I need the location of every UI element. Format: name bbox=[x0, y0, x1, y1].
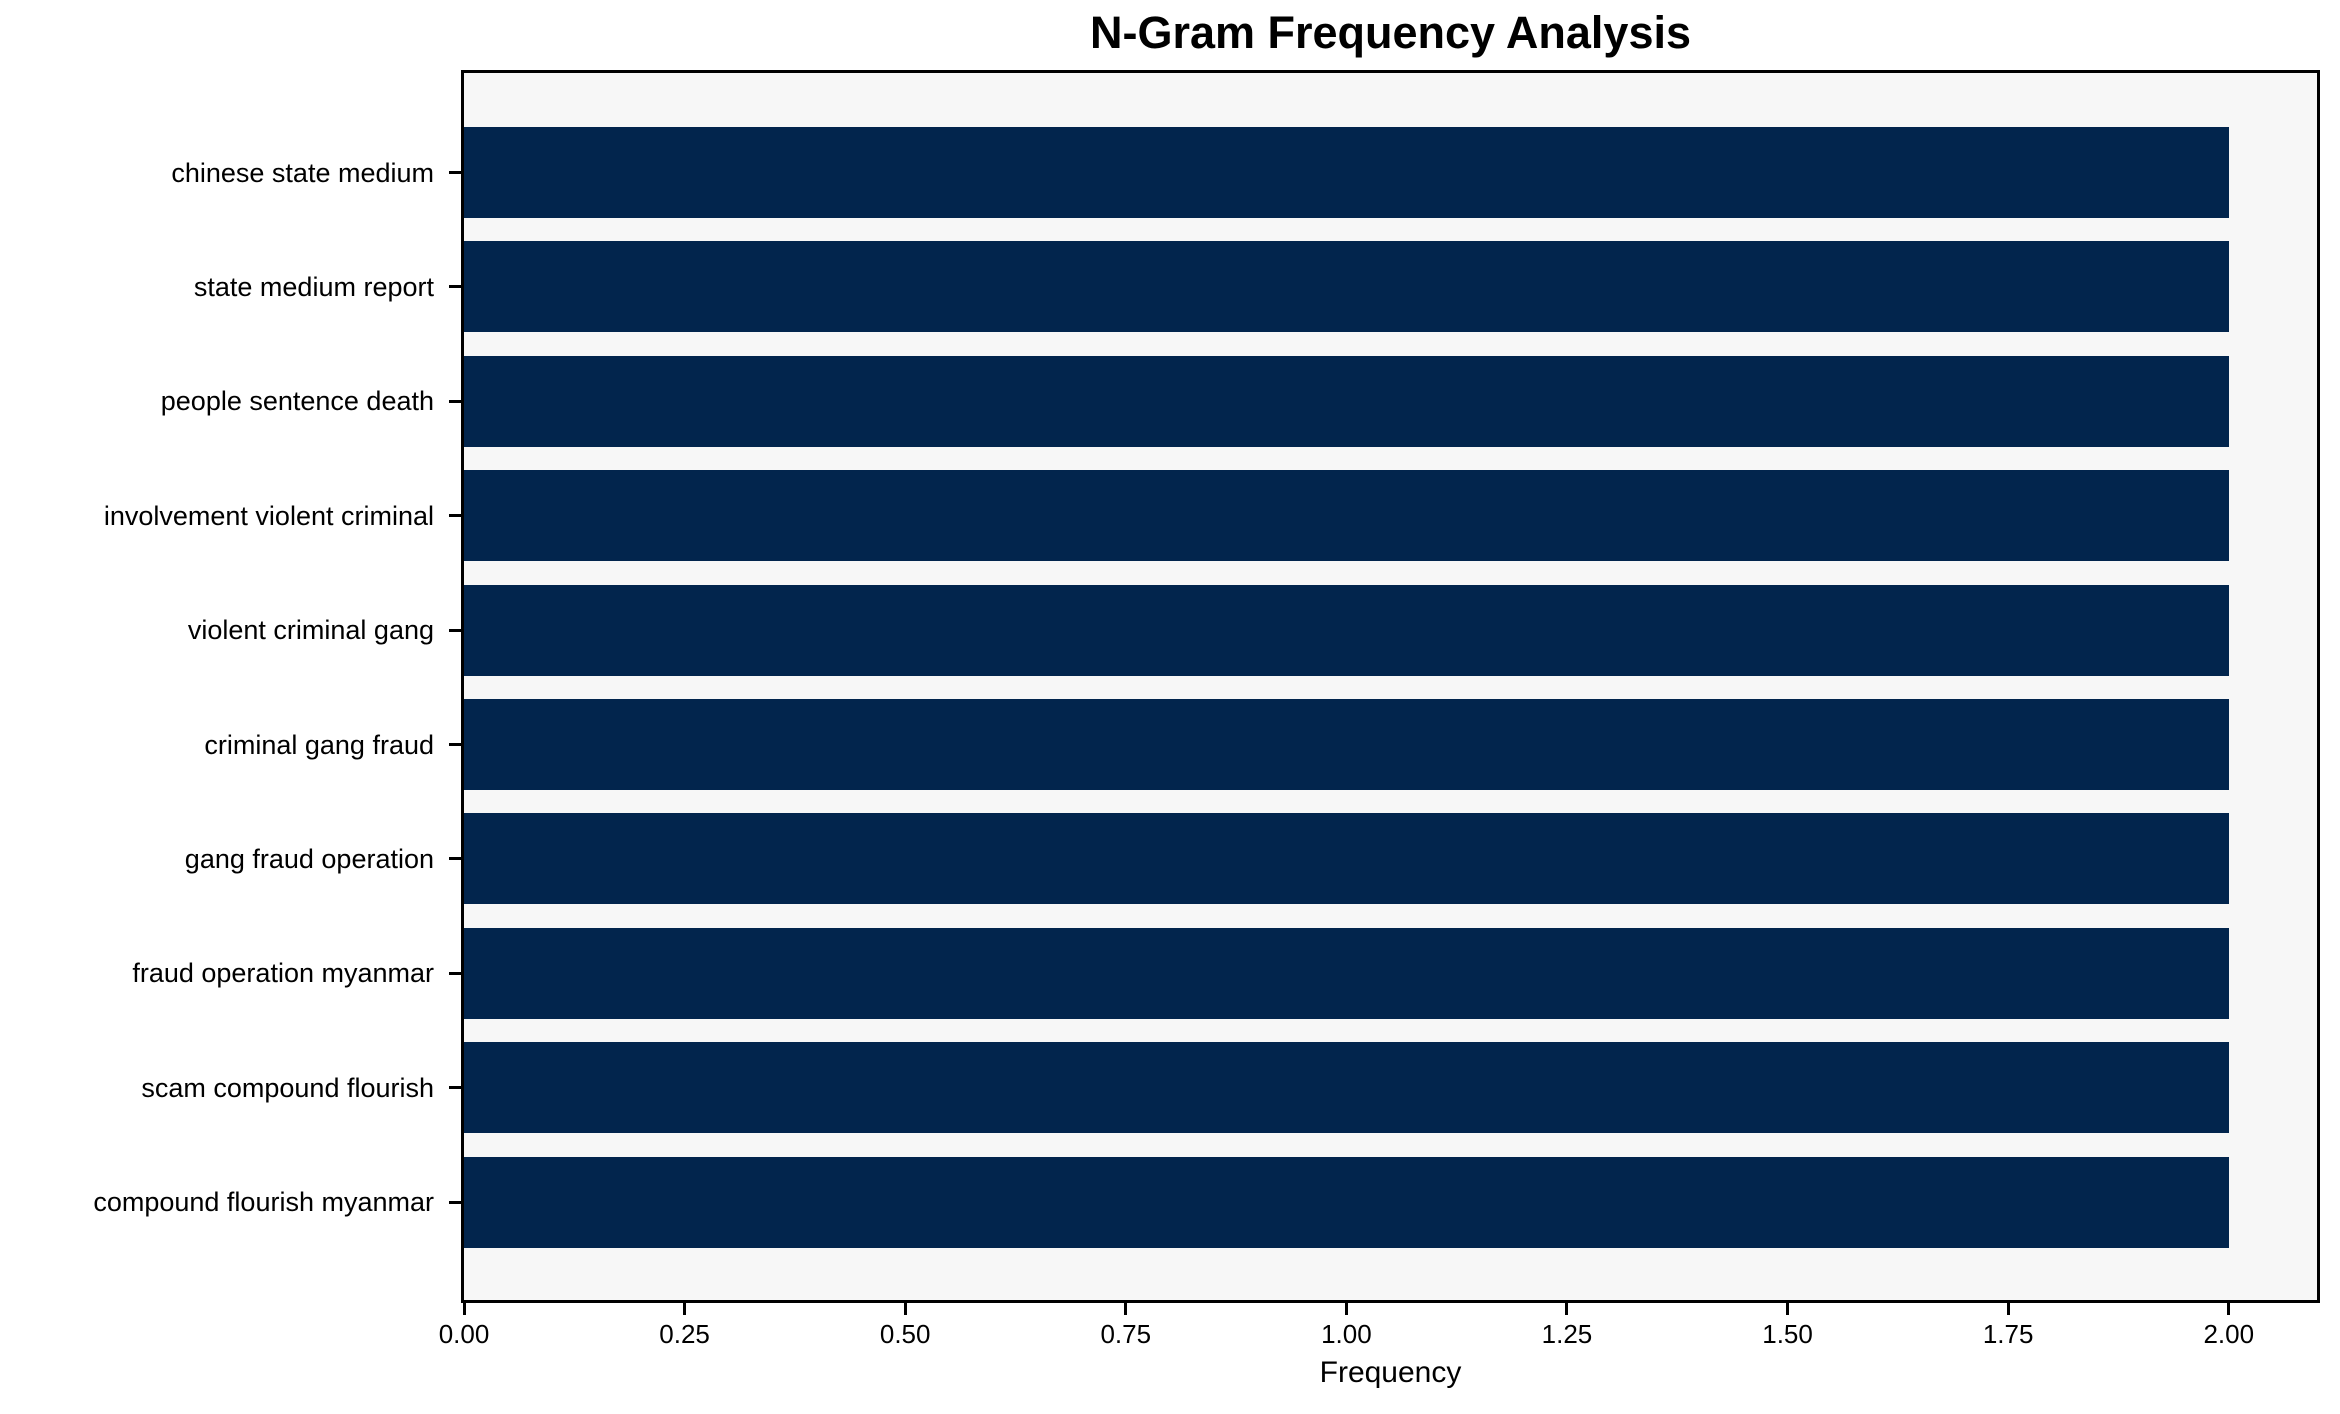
bar bbox=[464, 127, 2229, 218]
x-tick-mark bbox=[903, 1303, 907, 1315]
y-tick-label: involvement violent criminal bbox=[103, 500, 434, 531]
y-tick-label: people sentence death bbox=[160, 386, 434, 417]
x-tick-mark bbox=[1344, 1303, 1348, 1315]
y-tick-mark bbox=[449, 743, 461, 746]
y-tick-mark bbox=[449, 399, 461, 403]
bar bbox=[464, 927, 2229, 1019]
chart-title: N-Gram Frequency Analysis bbox=[1089, 7, 1692, 58]
bar bbox=[464, 699, 2229, 790]
x-axis-label: Frequency bbox=[1319, 1356, 1462, 1389]
y-tick-mark bbox=[449, 1086, 461, 1090]
x-tick-label: 0.25 bbox=[659, 1319, 710, 1349]
x-tick-label: 1.50 bbox=[1762, 1319, 1813, 1349]
y-tick-label: fraud operation myanmar bbox=[132, 958, 434, 989]
y-tick-label: compound flourish myanmar bbox=[93, 1187, 434, 1218]
x-tick-mark bbox=[2227, 1303, 2231, 1315]
y-tick-label: gang fraud operation bbox=[184, 843, 434, 874]
x-tick-label: 0.50 bbox=[879, 1319, 931, 1349]
bar bbox=[464, 355, 2229, 447]
x-tick-label: 0.75 bbox=[1100, 1319, 1152, 1349]
x-tick-mark bbox=[462, 1303, 466, 1315]
bar bbox=[464, 1042, 2229, 1134]
y-tick-label: criminal gang fraud bbox=[204, 729, 434, 760]
bar bbox=[464, 241, 2229, 333]
x-tick-mark bbox=[2006, 1303, 2010, 1315]
x-tick-label: 0.00 bbox=[438, 1319, 490, 1349]
bar bbox=[464, 1156, 2229, 1248]
y-tick-label: state medium report bbox=[193, 271, 434, 302]
y-tick-label: chinese state medium bbox=[171, 157, 434, 188]
y-tick-mark bbox=[449, 285, 461, 289]
bar bbox=[464, 813, 2229, 905]
x-tick-label: 1.00 bbox=[1321, 1319, 1372, 1349]
y-tick-mark bbox=[449, 171, 461, 174]
bar bbox=[464, 584, 2229, 676]
y-tick-mark bbox=[449, 1200, 461, 1204]
bar bbox=[464, 470, 2229, 562]
x-tick-mark bbox=[1124, 1303, 1128, 1315]
x-tick-label: 1.75 bbox=[1982, 1319, 2034, 1349]
y-tick-mark bbox=[449, 628, 461, 632]
x-tick-label: 1.25 bbox=[1541, 1319, 1593, 1349]
y-tick-label: violent criminal gang bbox=[187, 615, 434, 646]
x-tick-label: 2.00 bbox=[2203, 1319, 2255, 1349]
x-tick-mark bbox=[683, 1303, 687, 1315]
x-tick-mark bbox=[1565, 1303, 1569, 1315]
y-tick-mark bbox=[449, 857, 461, 861]
y-tick-label: scam compound flourish bbox=[141, 1072, 434, 1103]
y-tick-mark bbox=[449, 514, 461, 518]
plot-area bbox=[461, 70, 2320, 1303]
x-tick-mark bbox=[1786, 1303, 1790, 1315]
y-tick-mark bbox=[449, 971, 461, 975]
